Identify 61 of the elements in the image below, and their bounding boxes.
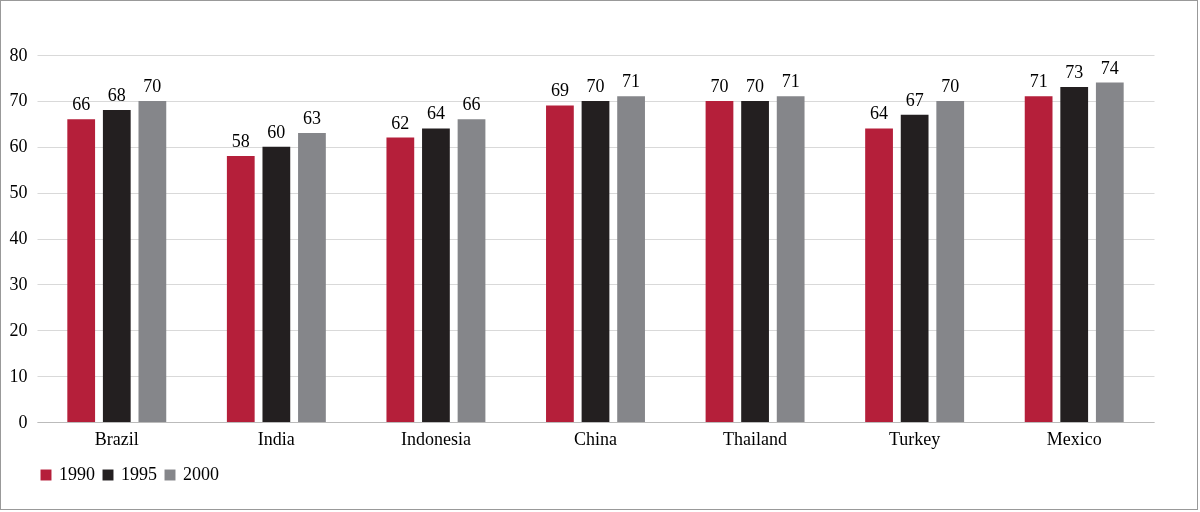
bar xyxy=(936,100,965,422)
y-tick-label: 50 xyxy=(9,182,28,203)
bar xyxy=(138,100,167,422)
x-tick-label: China xyxy=(574,428,618,449)
bar xyxy=(226,155,255,422)
y-tick-label: 60 xyxy=(9,136,28,157)
y-tick-label: 10 xyxy=(9,365,28,386)
bar xyxy=(900,114,929,422)
x-tick-label: Thailand xyxy=(723,428,788,449)
data-label: 63 xyxy=(302,107,321,128)
data-label: 67 xyxy=(905,89,924,110)
data-label: 58 xyxy=(231,130,250,151)
data-label: 64 xyxy=(426,103,445,124)
data-label: 69 xyxy=(550,80,569,101)
bar xyxy=(581,100,610,422)
y-tick-label: 40 xyxy=(9,228,28,248)
data-label: 66 xyxy=(72,94,91,115)
bar xyxy=(102,110,131,422)
bar xyxy=(386,137,415,422)
data-label: 71 xyxy=(622,71,641,92)
data-label: 70 xyxy=(746,75,765,96)
legend-label: 2000 xyxy=(183,464,219,484)
data-label: 70 xyxy=(710,75,729,96)
data-label: 74 xyxy=(1100,57,1119,78)
bar xyxy=(262,146,291,422)
bar xyxy=(1024,96,1053,422)
bar xyxy=(741,100,769,422)
bar xyxy=(298,132,326,422)
bar xyxy=(67,119,96,422)
bar xyxy=(865,128,893,422)
data-label: 70 xyxy=(143,75,162,96)
x-tick-label: Indonesia xyxy=(400,428,471,449)
bar xyxy=(422,128,450,422)
y-tick-label: 20 xyxy=(9,319,28,340)
x-tick-label: Brazil xyxy=(94,428,139,449)
data-label: 70 xyxy=(586,75,605,96)
data-label: 68 xyxy=(107,85,126,106)
x-tick-label: Turkey xyxy=(888,428,941,449)
bar xyxy=(457,119,486,422)
y-tick-label: 80 xyxy=(9,44,28,65)
legend-label: 1995 xyxy=(121,464,157,484)
data-label: 62 xyxy=(391,112,410,133)
bar xyxy=(617,96,645,422)
data-label: 73 xyxy=(1065,62,1084,83)
data-label: 71 xyxy=(781,71,800,92)
data-label: 66 xyxy=(462,94,481,115)
y-tick-label: 30 xyxy=(9,273,28,294)
bar xyxy=(1060,87,1089,422)
x-tick-label: India xyxy=(257,428,295,449)
data-label: 64 xyxy=(870,103,889,124)
legend-label: 1990 xyxy=(59,464,95,484)
x-tick-label: Mexico xyxy=(1046,428,1102,449)
data-label: 71 xyxy=(1029,71,1048,92)
y-tick-label: 70 xyxy=(9,90,28,111)
data-label: 70 xyxy=(941,75,960,96)
bar xyxy=(776,96,805,422)
bar xyxy=(705,100,734,422)
y-tick-label: 0 xyxy=(18,411,28,432)
bar xyxy=(546,105,574,422)
data-label: 60 xyxy=(267,121,286,142)
bar xyxy=(1095,82,1124,422)
